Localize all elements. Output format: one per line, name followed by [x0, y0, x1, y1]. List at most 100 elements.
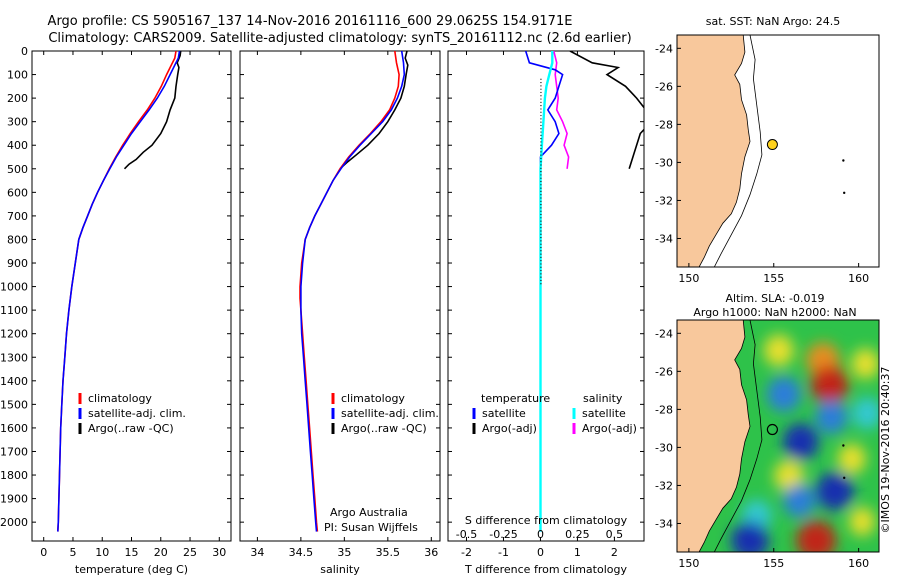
depth-tick-label: 1700	[0, 445, 28, 458]
legend-label: satellite-adj. clim.	[88, 407, 186, 420]
sst-content	[677, 35, 879, 267]
depth-tick-label: 100	[7, 69, 28, 82]
lat-tick-label: -32	[655, 479, 673, 492]
zero-reference-dot	[540, 273, 542, 275]
s-tick-label: -0.5	[456, 528, 477, 541]
zero-reference-dot	[540, 98, 542, 100]
zero-reference-dot	[540, 134, 542, 136]
positive-sla-eddy	[810, 365, 849, 404]
zero-reference-dot	[540, 151, 542, 153]
lat-tick-label: -24	[655, 42, 673, 55]
title-line-2: Climatology: CARS2009. Satellite-adjuste…	[48, 31, 631, 46]
zero-reference-dot	[540, 266, 542, 268]
zero-reference-dot	[540, 210, 542, 212]
zero-reference-dot	[540, 263, 542, 265]
zero-reference-dot	[540, 269, 542, 272]
s-tick-label: 0.25	[565, 528, 590, 541]
depth-tick-label: 1400	[0, 375, 28, 388]
legend-label: satellite	[582, 407, 626, 420]
zero-reference-dot	[540, 194, 542, 196]
zero-reference-dot	[540, 131, 542, 133]
x-tick-label: 35.5	[376, 546, 401, 559]
depth-tick-label: 800	[7, 233, 28, 246]
zero-reference-dot	[540, 154, 542, 156]
temperature-panel: 0 5 10 15 20 25 30 temperature (deg C) 0 100 200 30…	[0, 45, 232, 576]
zero-reference-dot	[540, 256, 542, 258]
zero-reference-dot	[540, 217, 542, 219]
depth-tick-label: 0	[21, 45, 28, 58]
x-tick-label: 25	[183, 546, 197, 559]
zero-reference-dot	[540, 81, 542, 84]
x-tick-label: 34.5	[289, 546, 314, 559]
zero-reference-dot	[540, 187, 542, 189]
credit-line-2: PI: Susan Wijffels	[324, 521, 418, 534]
positive-sla-eddy	[851, 348, 879, 379]
zero-reference-dot	[540, 144, 542, 146]
legend-label: satellite-adj. clim.	[341, 407, 439, 420]
zero-reference-dot	[540, 283, 542, 285]
island	[842, 159, 845, 162]
s-tick-label: 0.5	[606, 528, 624, 541]
zero-reference-dot	[540, 236, 542, 239]
zero-reference-dot	[540, 220, 542, 222]
negative-sla-eddy	[852, 397, 879, 430]
zero-reference-dot	[540, 279, 542, 282]
s-satellite-difference-line	[539, 51, 554, 532]
diff-frame	[447, 50, 645, 542]
positive-sla-eddy	[849, 507, 876, 536]
lat-tick-label: -26	[655, 80, 673, 93]
x-tick-label: -2	[461, 546, 472, 559]
argo-temperature-line	[123, 51, 182, 170]
depth-tick-label: 400	[7, 139, 28, 152]
zero-reference-dot	[540, 233, 542, 235]
lat-tick-label: -34	[655, 232, 673, 245]
zero-reference-dot	[540, 227, 542, 229]
lon-tick-label: 160	[848, 557, 869, 570]
legend-label: Argo(-adj)	[582, 422, 637, 435]
zero-reference-dot	[540, 114, 542, 117]
lon-tick-label: 150	[678, 272, 699, 285]
t-argo-difference-line	[569, 51, 644, 170]
sst-frame	[676, 34, 880, 268]
x-tick-label: 0	[40, 546, 47, 559]
x-tick-label: 10	[95, 546, 109, 559]
island	[842, 444, 845, 447]
zero-reference-dot	[540, 85, 542, 87]
negative-sla-eddy	[730, 521, 769, 552]
sla-content	[677, 320, 879, 552]
lat-tick-label: -30	[655, 441, 673, 454]
zero-reference-dot	[540, 180, 542, 183]
lat-tick-label: -30	[655, 156, 673, 169]
depth-tick-label: 600	[7, 186, 28, 199]
zero-reference-dot	[540, 88, 542, 90]
satellite-temperature-line	[57, 51, 181, 532]
depth-tick-label: 300	[7, 116, 28, 129]
positive-sla-eddy	[774, 459, 805, 492]
land	[677, 320, 751, 552]
sla-eddies	[730, 334, 879, 552]
lon-tick-label: 155	[763, 557, 784, 570]
lat-tick-label: -24	[655, 327, 673, 340]
sla-map-title-1: Altim. SLA: -0.019	[725, 292, 824, 305]
sla-frame	[676, 319, 880, 553]
legend-heading-salinity: salinity	[583, 392, 623, 405]
x-axis-label: temperature (deg C)	[75, 563, 188, 576]
legend-label: satellite	[482, 407, 526, 420]
depth-tick-label: 1200	[0, 328, 28, 341]
satellite-salinity-line	[300, 51, 406, 532]
depth-tick-label: 1100	[0, 304, 28, 317]
depth-tick-label: 1600	[0, 422, 28, 435]
x-tick-label: 35	[337, 546, 351, 559]
legend-label: climatology	[341, 392, 405, 405]
island	[843, 191, 846, 195]
depth-tick-label: 700	[7, 210, 28, 223]
zero-reference-dot	[540, 95, 542, 97]
sst-map-title: sat. SST: NaN Argo: 24.5	[706, 15, 840, 28]
zero-reference-dot	[540, 276, 542, 278]
depth-tick-label: 2000	[0, 516, 28, 529]
positive-sla-eddy	[796, 520, 837, 552]
negative-sla-eddy	[815, 471, 854, 511]
lon-tick-label: 155	[763, 272, 784, 285]
zero-reference-dot	[540, 171, 542, 173]
title-line-1: Argo profile: CS 5905167_137 14-Nov-2016…	[48, 14, 573, 29]
